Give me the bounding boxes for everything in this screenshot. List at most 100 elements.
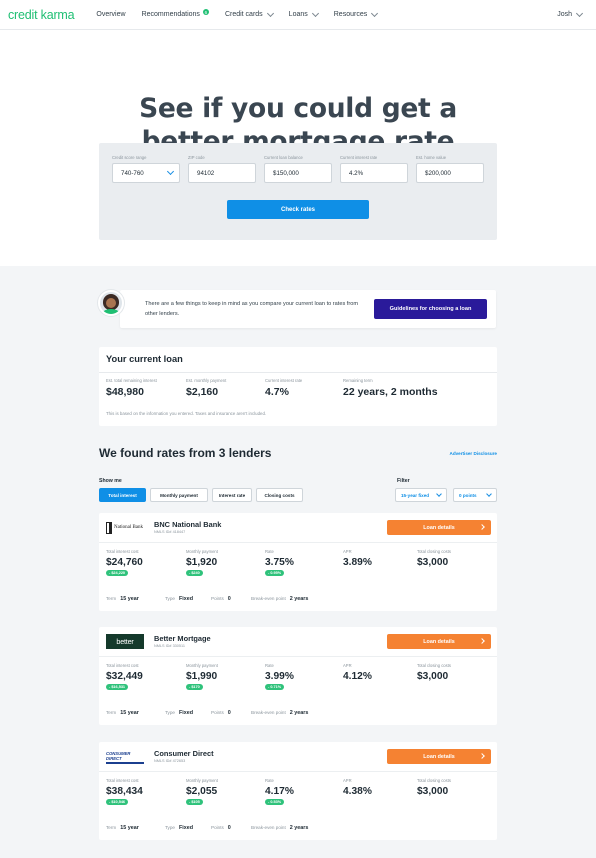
divider bbox=[99, 771, 497, 772]
savings-badge: - 0.71% bbox=[265, 684, 285, 690]
tab-total-interest[interactable]: Total interest bbox=[99, 488, 146, 502]
tab-monthly-payment[interactable]: Monthly payment bbox=[150, 488, 208, 502]
user-name: Josh bbox=[557, 11, 572, 18]
nav-item-credit-cards[interactable]: Credit cards bbox=[224, 9, 274, 18]
title-line-1: See if you could get a bbox=[139, 93, 457, 124]
loan-term-value: 15-year fixed bbox=[401, 492, 430, 498]
type-meta: Type Fixed bbox=[165, 825, 193, 831]
stat-label: Est. total remaining interest bbox=[106, 378, 157, 383]
stat-value: 22 years, 2 months bbox=[343, 386, 438, 398]
meta-value: Fixed bbox=[178, 596, 194, 602]
term-meta: Term 15 year bbox=[106, 710, 139, 716]
advisor-avatar bbox=[98, 290, 124, 316]
meta-label: Points bbox=[211, 710, 224, 715]
meta-value: 0 bbox=[227, 825, 231, 831]
meta-value: 15 year bbox=[120, 825, 139, 831]
loan-balance-input[interactable]: $150,000 bbox=[264, 163, 332, 183]
meta-label: Type bbox=[165, 596, 175, 601]
tips-text: There are a few things to keep in mind a… bbox=[145, 301, 358, 317]
nav-item-loans[interactable]: Loans bbox=[289, 9, 319, 18]
savings-badge: - $10,546 bbox=[106, 799, 129, 805]
lender-name: Consumer Direct bbox=[154, 749, 214, 758]
savings-badge: - 0.53% bbox=[265, 799, 285, 805]
user-menu[interactable]: Josh bbox=[557, 9, 584, 18]
stat-label: Rate bbox=[265, 549, 274, 554]
points-meta: Points 0 bbox=[211, 710, 231, 716]
show-me-label: Show me bbox=[99, 478, 122, 484]
total-interest-stat: Total interest cost $38,434 - $10,546 bbox=[106, 778, 143, 805]
savings-badge: - 0.95% bbox=[265, 570, 285, 576]
stat-label: Rate bbox=[265, 778, 274, 783]
stat-value: 4.38% bbox=[343, 786, 372, 797]
type-meta: Type Fixed bbox=[165, 710, 193, 716]
meta-label: Type bbox=[165, 710, 175, 715]
current-loan-title: Your current loan bbox=[106, 354, 183, 364]
stat-value: 3.75% bbox=[265, 557, 294, 568]
credit-karma-logo[interactable]: credit karma bbox=[8, 7, 75, 22]
apr-stat: APR 4.38% bbox=[343, 778, 372, 797]
meta-label: Break-even point bbox=[251, 596, 286, 601]
tab-closing-costs[interactable]: Closing costs bbox=[256, 488, 303, 502]
loan-details-button[interactable]: Loan details bbox=[387, 749, 491, 764]
check-rates-button[interactable]: Check rates bbox=[227, 200, 369, 219]
stat-interest-rate: Current interest rate 4.7% bbox=[265, 378, 302, 398]
stat-value: $3,000 bbox=[417, 786, 449, 797]
credit-score-select[interactable]: 740-760 bbox=[112, 163, 180, 183]
type-meta: Type Fixed bbox=[165, 596, 193, 602]
stat-value: $24,760 bbox=[106, 557, 143, 568]
lender-card: better Better Mortgage NMLS ID# 330511 L… bbox=[99, 627, 497, 725]
stat-label: APR bbox=[343, 778, 352, 783]
total-interest-stat: Total interest cost $32,449 - $16,531 bbox=[106, 663, 143, 690]
stat-value: $38,434 bbox=[106, 786, 143, 797]
loan-details-button[interactable]: Loan details bbox=[387, 520, 491, 535]
tips-card: There are a few things to keep in mind a… bbox=[120, 290, 496, 328]
rate-stat: Rate 3.75% - 0.95% bbox=[265, 549, 294, 576]
guidelines-button[interactable]: Guidelines for choosing a loan bbox=[374, 299, 487, 319]
interest-rate-input[interactable]: 4.2% bbox=[340, 163, 408, 183]
bnc-logo-mark bbox=[106, 521, 112, 534]
loan-balance-group: Current loan balance $150,000 bbox=[264, 155, 332, 183]
lender-name: Better Mortgage bbox=[154, 634, 211, 643]
advertiser-disclosure-link[interactable]: Advertiser Disclosure bbox=[449, 451, 498, 456]
stat-label: Est. monthly payment bbox=[186, 378, 227, 383]
zip-input[interactable]: 94102 bbox=[188, 163, 256, 183]
tab-interest-rate[interactable]: Interest rate bbox=[212, 488, 252, 502]
stat-label: Total interest cost bbox=[106, 663, 139, 668]
nav-item-recommendations[interactable]: Recommendations 6 bbox=[142, 9, 209, 18]
chevron-down-icon bbox=[311, 9, 319, 17]
stat-label: Monthly payment bbox=[186, 778, 218, 783]
lender-name: BNC National Bank bbox=[154, 520, 222, 529]
meta-label: Points bbox=[211, 596, 224, 601]
home-value-input[interactable]: $200,000 bbox=[416, 163, 484, 183]
meta-label: Points bbox=[211, 825, 224, 830]
meta-value: Fixed bbox=[178, 710, 194, 716]
rate-form: Credit score range 740-760 ZIP code 9410… bbox=[99, 143, 497, 240]
interest-rate-group: Current interest rate 4.2% bbox=[340, 155, 408, 183]
stat-label: APR bbox=[343, 549, 352, 554]
loan-term-filter[interactable]: 15-year fixed bbox=[395, 488, 447, 502]
stat-label: Monthly payment bbox=[186, 663, 218, 668]
consumer-direct-logo: CONSUMER DIRECT bbox=[106, 749, 144, 764]
points-filter[interactable]: 0 points bbox=[453, 488, 497, 502]
stat-label: Total closing costs bbox=[417, 549, 451, 554]
nav-item-overview[interactable]: Overview bbox=[96, 11, 125, 18]
meta-value: 15 year bbox=[120, 596, 139, 602]
loan-details-button[interactable]: Loan details bbox=[387, 634, 491, 649]
meta-label: Term bbox=[106, 710, 117, 715]
nav-item-label: Credit cards bbox=[224, 11, 263, 18]
divider bbox=[99, 542, 497, 543]
stat-label: Current interest rate bbox=[265, 378, 303, 383]
monthly-payment-stat: Monthly payment $1,990 - $170 bbox=[186, 663, 218, 690]
stat-value: 3.89% bbox=[343, 557, 372, 568]
stat-value: 4.12% bbox=[343, 671, 372, 682]
stat-value: $3,000 bbox=[417, 557, 449, 568]
bnc-logo-text: National Bank bbox=[114, 525, 144, 530]
stat-value: 4.17% bbox=[265, 786, 294, 797]
meta-value: 2 years bbox=[289, 825, 309, 831]
term-meta: Term 15 year bbox=[106, 825, 139, 831]
chevron-right-icon bbox=[479, 638, 485, 644]
stat-label: Remaining term bbox=[343, 378, 373, 383]
nav-item-resources[interactable]: Resources bbox=[334, 9, 379, 18]
stat-label: APR bbox=[343, 663, 352, 668]
stat-value: 4.7% bbox=[265, 386, 289, 398]
